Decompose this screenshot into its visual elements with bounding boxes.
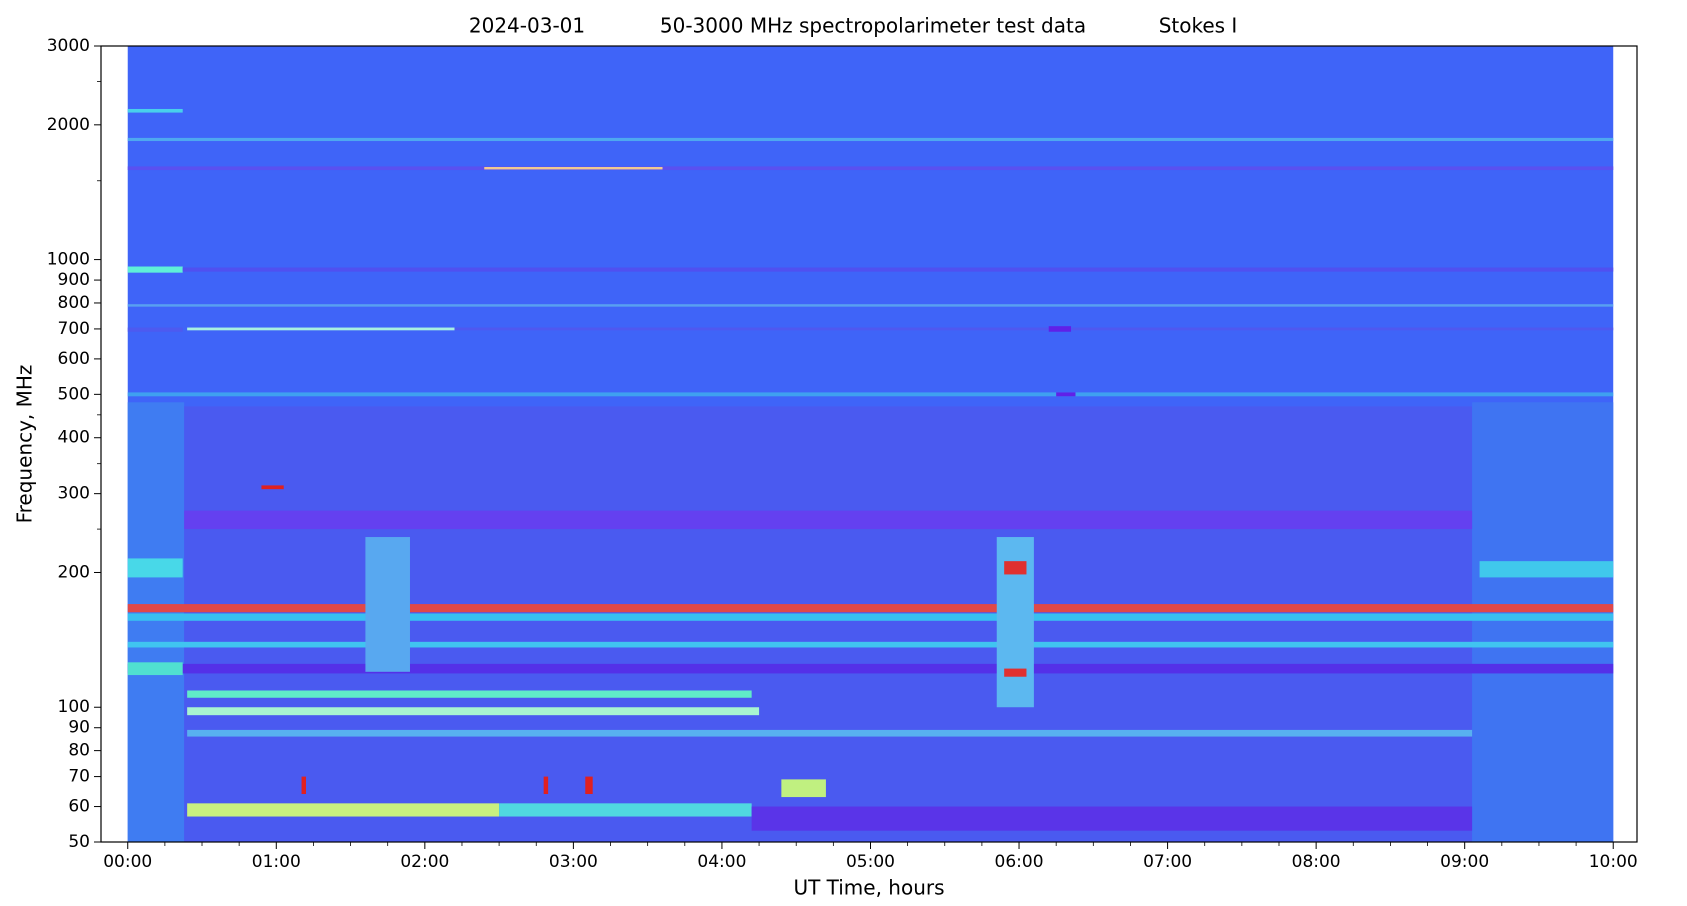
title-date: 2024-03-01 xyxy=(469,14,585,38)
spectral-feature xyxy=(261,485,284,490)
y-tick-label: 50 xyxy=(68,832,90,852)
spectral-feature xyxy=(1004,668,1027,677)
spectral-feature xyxy=(1056,392,1076,397)
spectral-feature xyxy=(187,690,752,698)
x-tick-label: 06:00 xyxy=(995,852,1044,872)
spectral-feature xyxy=(127,662,183,676)
y-tick-label: 70 xyxy=(68,767,90,787)
y-tick-label: 90 xyxy=(68,718,90,738)
y-tick-label: 600 xyxy=(58,349,90,369)
spectral-feature xyxy=(127,613,1614,621)
y-tick-label: 3000 xyxy=(47,36,90,56)
x-tick-label: 05:00 xyxy=(846,852,895,872)
x-tick-label: 10:00 xyxy=(1589,852,1638,872)
x-tick-label: 00:00 xyxy=(103,852,152,872)
spectral-feature xyxy=(484,166,663,170)
spectral-feature xyxy=(454,327,1614,331)
spectral-feature xyxy=(187,707,760,716)
spectral-feature xyxy=(184,510,1473,530)
spectral-feature xyxy=(127,558,183,578)
spectral-feature xyxy=(543,776,549,795)
spectral-feature xyxy=(127,327,183,332)
spectral-feature xyxy=(1004,561,1027,575)
spectral-feature xyxy=(499,803,752,817)
title-main: 50-3000 MHz spectropolarimeter test data xyxy=(660,14,1086,38)
x-tick-label: 08:00 xyxy=(1292,852,1341,872)
plot-frame xyxy=(100,45,1638,843)
y-tick-label: 400 xyxy=(58,428,90,448)
spectral-feature xyxy=(127,108,183,113)
spectral-feature xyxy=(365,537,410,672)
spectral-feature xyxy=(127,266,183,273)
y-tick-label: 800 xyxy=(58,293,90,313)
y-tick-label: 900 xyxy=(58,270,90,290)
spectral-feature xyxy=(781,779,826,798)
spectral-feature xyxy=(187,729,1473,737)
spectral-feature xyxy=(127,402,185,842)
x-tick-label: 07:00 xyxy=(1143,852,1192,872)
spectral-feature xyxy=(127,604,1614,613)
spectral-feature xyxy=(127,137,1614,142)
title-stokes: Stokes I xyxy=(1159,14,1238,38)
x-tick-label: 03:00 xyxy=(549,852,598,872)
spectral-feature xyxy=(127,392,1614,397)
spectral-feature xyxy=(127,663,1614,674)
spectral-feature xyxy=(127,641,1614,648)
x-tick-label: 02:00 xyxy=(400,852,449,872)
y-tick-label: 100 xyxy=(58,697,90,717)
spectral-feature xyxy=(1479,561,1614,578)
spectral-feature xyxy=(127,304,1614,307)
spectral-feature xyxy=(301,776,306,795)
spectral-feature xyxy=(751,806,1473,831)
spectral-feature xyxy=(127,166,1614,171)
spectral-feature xyxy=(187,803,500,817)
y-tick-label: 200 xyxy=(58,562,90,582)
y-tick-label: 1000 xyxy=(47,250,90,270)
x-tick-label: 09:00 xyxy=(1440,852,1489,872)
y-tick-label: 80 xyxy=(68,741,90,761)
spectral-feature xyxy=(585,776,593,795)
x-tick-label: 01:00 xyxy=(252,852,301,872)
y-tick-label: 300 xyxy=(58,484,90,504)
spectral-feature xyxy=(187,327,455,331)
y-axis-label: Frequency, MHz xyxy=(13,365,37,524)
y-tick-label: 60 xyxy=(68,797,90,817)
spectral-feature xyxy=(182,267,1614,272)
y-tick-label: 500 xyxy=(58,384,90,404)
x-axis-label: UT Time, hours xyxy=(793,876,944,900)
y-tick-label: 700 xyxy=(58,319,90,339)
spectral-feature xyxy=(1048,326,1072,332)
spectral-feature xyxy=(1472,402,1614,842)
x-tick-label: 04:00 xyxy=(697,852,746,872)
y-tick-label: 2000 xyxy=(47,115,90,135)
